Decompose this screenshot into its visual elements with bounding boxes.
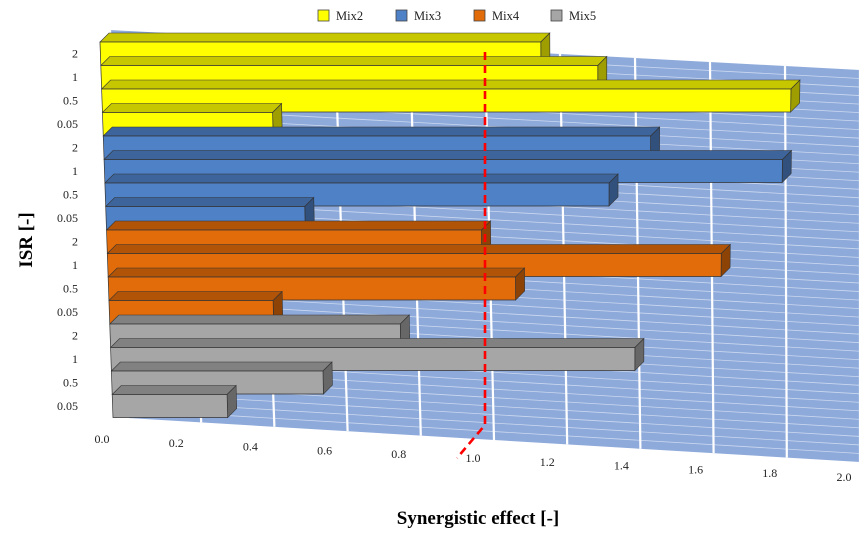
legend-item-mix5: Mix5: [550, 9, 596, 23]
bar-top-face: [104, 197, 315, 207]
bar-top-face: [100, 79, 801, 90]
bar-mix5-0.05: [111, 384, 237, 419]
y-tick-label: 1: [72, 258, 78, 272]
y-tick-label: 0.5: [63, 282, 78, 296]
y-tick-label: 0.05: [57, 117, 78, 131]
y-tick-label: 0.5: [63, 376, 78, 390]
y-tick-label: 2: [72, 235, 78, 249]
y-tick-label: 0.05: [57, 305, 78, 319]
y-tick-label: 0.05: [57, 211, 78, 225]
bar-top-face: [106, 244, 732, 254]
x-tick-label: 1.2: [540, 455, 555, 469]
y-axis-title: ISR [-]: [16, 212, 37, 267]
legend-swatch: [395, 9, 408, 22]
legend: Mix2 Mix3 Mix4 Mix5: [317, 9, 596, 23]
legend-label: Mix4: [492, 9, 520, 23]
bar-top-face: [100, 56, 608, 66]
bar-top-face: [102, 126, 661, 137]
y-tick-label: 0.05: [57, 399, 78, 413]
y-tick-label: 0.5: [63, 188, 78, 202]
y-tick-label: 1: [72, 352, 78, 366]
x-tick-label: 1.0: [466, 451, 481, 465]
bar-front-face: [111, 394, 229, 418]
y-tick-label: 2: [72, 329, 78, 343]
x-tick-labels: 0.0 0.2 0.4 0.6 0.8 1.0 1.2 1.4 1.6 1.8 2.0: [95, 432, 852, 484]
y-tick-labels: 2 1 0.5 0.05 2 1 0.5 0.05 2 1 0.5 0.05 2 1 0.5 0.05: [57, 47, 78, 414]
legend-item-mix4: Mix4: [473, 9, 520, 23]
y-tick-label: 2: [72, 141, 78, 155]
bar-group: [99, 32, 801, 419]
legend-label: Mix3: [414, 9, 441, 23]
bar-top-face: [108, 291, 283, 301]
grid-line-horizontal: [127, 409, 861, 454]
bar-top-face: [101, 103, 283, 113]
x-tick-label: 1.4: [614, 459, 629, 473]
y-tick-label: 2: [72, 47, 78, 61]
grid-line-horizontal: [126, 392, 861, 437]
x-tick-label: 2.0: [837, 470, 852, 484]
x-tick-label: 0.6: [317, 443, 332, 457]
bar-top-face: [105, 220, 492, 231]
bar-top-face: [110, 361, 333, 372]
legend-item-mix3: Mix3: [395, 9, 441, 23]
legend-item-mix2: Mix2: [317, 9, 363, 23]
legend-swatch: [317, 9, 330, 22]
y-tick-label: 1: [72, 164, 78, 178]
x-tick-label: 1.6: [688, 462, 703, 476]
bar-top-face: [99, 32, 551, 43]
reference-line: [456, 52, 487, 459]
legend-swatch: [550, 9, 563, 22]
bar-top-face: [107, 267, 526, 278]
bar-top-face: [104, 173, 619, 184]
bar-top-face: [109, 314, 411, 325]
bar-top-face: [111, 385, 237, 395]
x-tick-label: 0.0: [95, 432, 110, 446]
legend-label: Mix2: [336, 9, 363, 23]
bar-top-face: [103, 150, 793, 160]
x-tick-label: 0.8: [391, 447, 406, 461]
x-tick-label: 1.8: [762, 466, 777, 480]
legend-swatch: [473, 9, 486, 22]
x-tick-label: 0.2: [169, 436, 184, 450]
reference-line-group: [456, 52, 487, 459]
y-tick-label: 1: [72, 70, 78, 84]
x-tick-label: 0.4: [243, 440, 258, 454]
bar-top-face: [109, 338, 645, 348]
y-tick-label: 0.5: [63, 94, 78, 108]
grid-line-horizontal: [127, 400, 861, 446]
legend-label: Mix5: [569, 9, 596, 23]
x-axis-title: Synergistic effect [-]: [397, 508, 559, 529]
